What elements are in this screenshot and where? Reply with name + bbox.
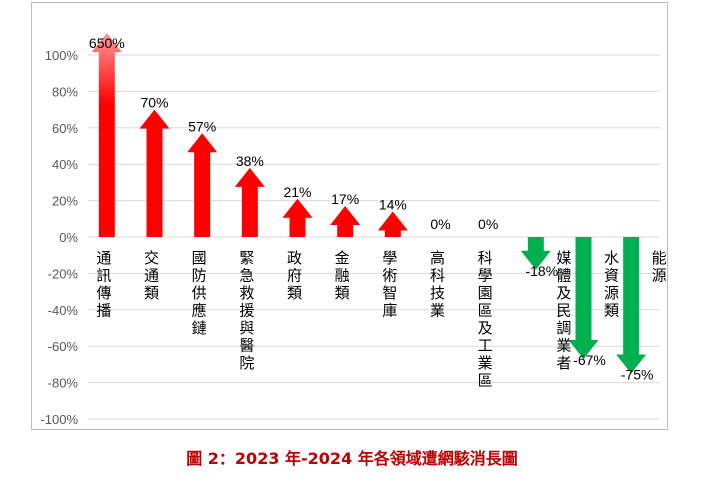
bar-arrow <box>91 33 122 237</box>
y-tick-label: 0% <box>59 230 78 245</box>
y-tick-label: 20% <box>52 194 78 209</box>
bar-arrow <box>520 237 551 270</box>
bar-arrow <box>139 109 170 237</box>
gridlines <box>88 54 660 420</box>
y-tick-label: 80% <box>52 84 78 99</box>
y-axis-ticks: 100% 80% 60% 40% 20% 0% -20% -40% -60% -80% -100% <box>40 48 78 427</box>
bars <box>91 33 647 374</box>
bar-arrow <box>568 237 599 359</box>
category-label: 高科技業 <box>430 249 445 320</box>
category-label: 水資源類 <box>604 249 619 320</box>
y-tick-label: -80% <box>48 376 79 391</box>
bar-arrow <box>234 167 265 237</box>
category-label: 交通類 <box>144 249 159 302</box>
category-label: 通訊傳播 <box>96 249 111 320</box>
category-label: 緊急救援與醫院 <box>239 249 254 372</box>
value-label: 14% <box>379 197 407 213</box>
y-tick-label: -60% <box>48 339 79 354</box>
category-label: 政府類 <box>287 249 302 302</box>
value-label: 21% <box>283 184 311 200</box>
y-tick-label: -20% <box>48 266 79 281</box>
value-label: -18% <box>525 263 558 279</box>
value-label: -67% <box>573 352 606 368</box>
bar-arrow <box>377 211 408 237</box>
y-tick-label: 60% <box>52 121 78 136</box>
arrow-bar-chart: 100%80%60%40%20%0%-20%-40%-60%-80%-100% … <box>40 33 667 427</box>
bar-arrow <box>187 133 218 237</box>
y-tick-label: 40% <box>52 157 78 172</box>
category-label: 國防供應鏈 <box>192 249 207 337</box>
value-label: 0% <box>478 216 498 232</box>
category-label: 媒體及民調業者 <box>556 249 571 372</box>
value-label: 17% <box>331 191 359 207</box>
value-label: 70% <box>140 95 168 111</box>
value-label: 57% <box>188 118 216 134</box>
category-labels: 通訊傳播 交通類 國防供應鏈 緊急救援與醫院 政府類 金融類 學術智庫 高科技業 科學園區及工業… <box>96 249 666 390</box>
figure-caption: 圖 2：2023 年-2024 年各領域遭網駭消長圖 <box>186 449 518 468</box>
value-labels: 650% 70% 57% 38% 21% 17% 14% 0% 0% -18% -67% -75% <box>89 35 654 383</box>
y-tick-label: 100% <box>45 48 79 63</box>
bar-arrow <box>330 206 361 237</box>
bar-arrow <box>282 198 313 237</box>
category-label: 能源 <box>652 249 667 285</box>
value-label: -75% <box>621 367 654 383</box>
y-tick-label: -40% <box>48 303 79 318</box>
category-label: 科學園區及工業區 <box>478 249 493 390</box>
value-label: 0% <box>430 216 450 232</box>
value-label: 38% <box>236 153 264 169</box>
y-tick-label: -100% <box>40 412 78 427</box>
bar-arrow <box>616 237 647 374</box>
value-label: 650% <box>89 35 125 51</box>
category-label: 學術智庫 <box>382 249 397 320</box>
category-label: 金融類 <box>335 249 350 302</box>
